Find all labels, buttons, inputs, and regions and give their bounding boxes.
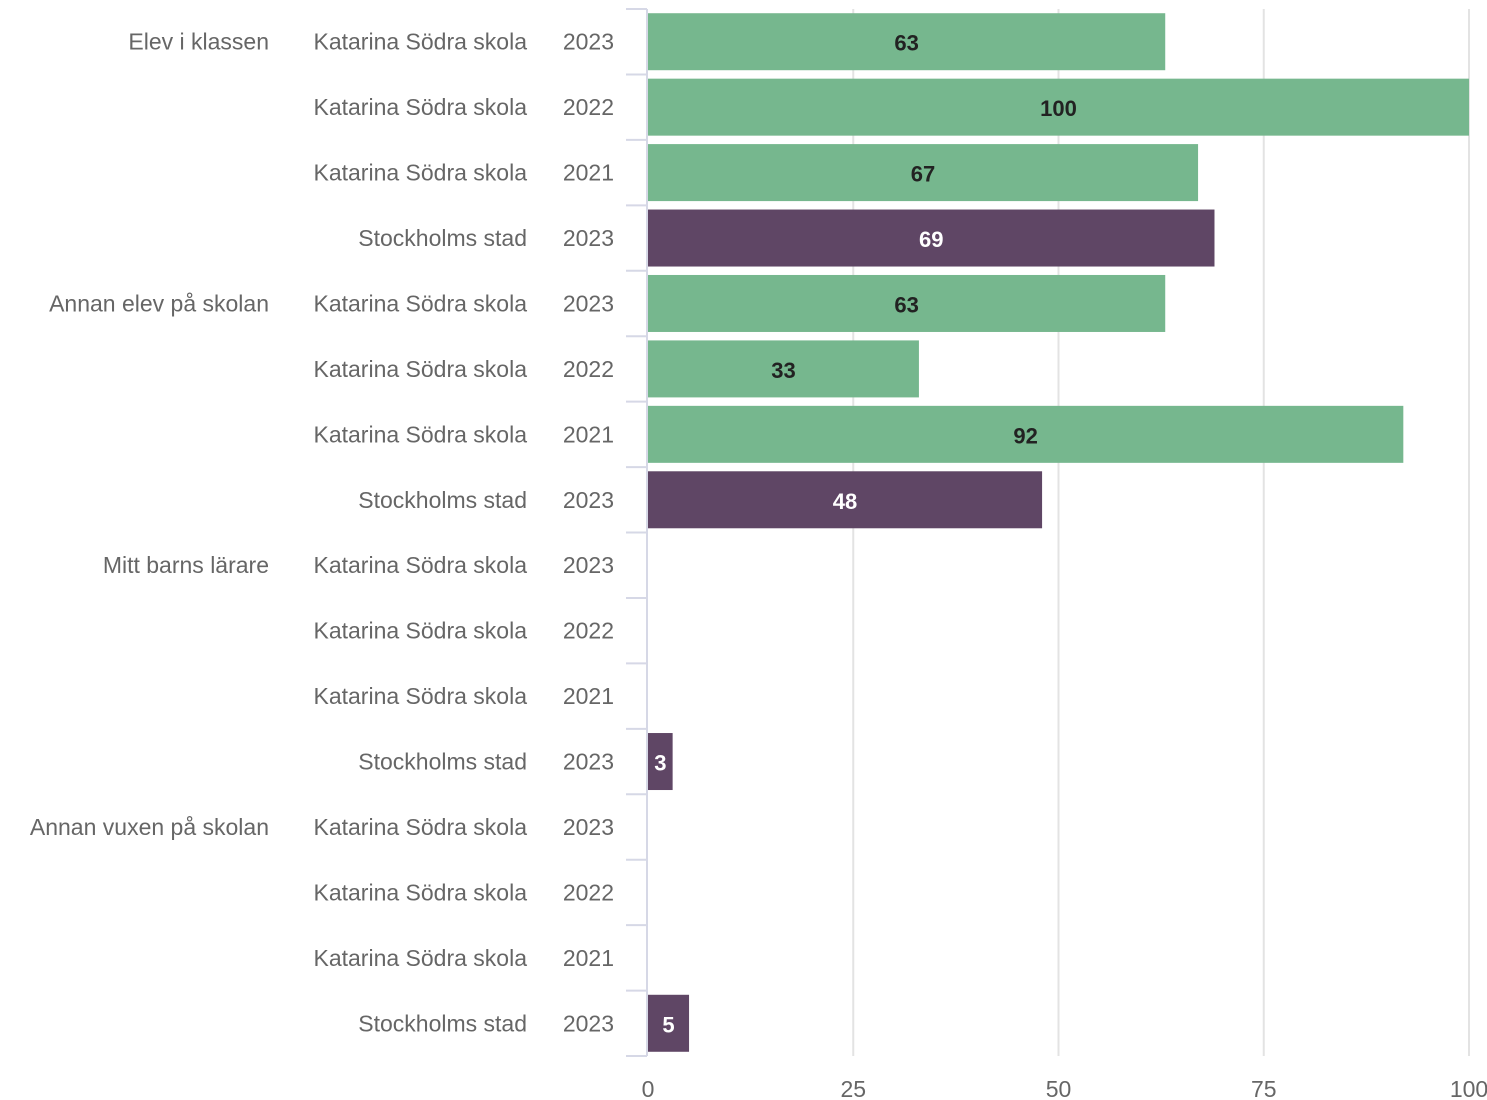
bar xyxy=(648,405,1404,463)
bar xyxy=(648,994,690,1052)
bar-value-label: 92 xyxy=(1013,423,1037,448)
year-label: 2023 xyxy=(563,290,614,316)
unit-label: Katarina Södra skola xyxy=(313,290,527,316)
unit-label: Katarina Södra skola xyxy=(313,814,527,840)
bar-value-label: 3 xyxy=(654,751,666,776)
year-label: 2022 xyxy=(563,94,614,120)
bar xyxy=(648,78,1469,136)
group-label: Elev i klassen xyxy=(128,29,269,55)
group-label: Annan vuxen på skolan xyxy=(30,814,269,840)
year-label: 2023 xyxy=(563,29,614,55)
year-label: 2023 xyxy=(563,1010,614,1036)
x-tick-label: 100 xyxy=(1450,1076,1487,1100)
x-tick-label: 75 xyxy=(1251,1076,1277,1100)
bar-value-label: 5 xyxy=(662,1012,674,1037)
year-label: 2022 xyxy=(563,879,614,905)
year-label: 2023 xyxy=(563,749,614,775)
unit-label: Katarina Södra skola xyxy=(313,421,527,447)
year-label: 2023 xyxy=(563,552,614,578)
unit-label: Katarina Södra skola xyxy=(313,683,527,709)
unit-label: Stockholms stad xyxy=(358,487,527,513)
year-label: 2021 xyxy=(563,683,614,709)
year-label: 2023 xyxy=(563,225,614,251)
year-label: 2021 xyxy=(563,945,614,971)
year-label: 2021 xyxy=(563,421,614,447)
bar xyxy=(648,209,1215,267)
unit-label: Katarina Södra skola xyxy=(313,160,527,186)
unit-label: Katarina Södra skola xyxy=(313,356,527,382)
bar xyxy=(648,13,1166,71)
bar-value-label: 63 xyxy=(894,292,918,317)
bar xyxy=(648,733,673,791)
bar-value-label: 63 xyxy=(894,31,918,56)
year-label: 2023 xyxy=(563,814,614,840)
unit-label: Stockholms stad xyxy=(358,225,527,251)
category-labels: Elev i klassen Katarina Södra skola 2023 Ka… xyxy=(30,29,614,1037)
bar-value-label: 69 xyxy=(919,227,943,252)
unit-label: Stockholms stad xyxy=(358,1010,527,1036)
year-label: 2021 xyxy=(563,160,614,186)
bar-value-label: 100 xyxy=(1040,96,1077,121)
y-axis xyxy=(626,8,648,1057)
unit-label: Katarina Södra skola xyxy=(313,879,527,905)
bars: 63 100 67 69 63 33 92 48 3 5 xyxy=(648,13,1469,1052)
x-axis-ticks: 0 25 50 75 100 xyxy=(642,1076,1487,1100)
group-label: Mitt barns lärare xyxy=(103,552,269,578)
bar xyxy=(648,274,1166,332)
bar-value-label: 33 xyxy=(771,358,795,383)
year-label: 2023 xyxy=(563,487,614,513)
bar xyxy=(648,340,919,398)
bar xyxy=(648,471,1043,529)
unit-label: Stockholms stad xyxy=(358,749,527,775)
unit-label: Katarina Södra skola xyxy=(313,29,527,55)
unit-label: Katarina Södra skola xyxy=(313,945,527,971)
unit-label: Katarina Södra skola xyxy=(313,552,527,578)
year-label: 2022 xyxy=(563,356,614,382)
x-tick-label: 50 xyxy=(1046,1076,1072,1100)
x-tick-label: 25 xyxy=(840,1076,866,1100)
unit-label: Katarina Södra skola xyxy=(313,618,527,644)
x-tick-label: 0 xyxy=(642,1076,655,1100)
bar-value-label: 48 xyxy=(833,489,857,514)
unit-label: Katarina Södra skola xyxy=(313,94,527,120)
year-label: 2022 xyxy=(563,618,614,644)
bar xyxy=(648,144,1199,202)
bar-value-label: 67 xyxy=(911,162,935,187)
group-label: Annan elev på skolan xyxy=(49,290,269,316)
